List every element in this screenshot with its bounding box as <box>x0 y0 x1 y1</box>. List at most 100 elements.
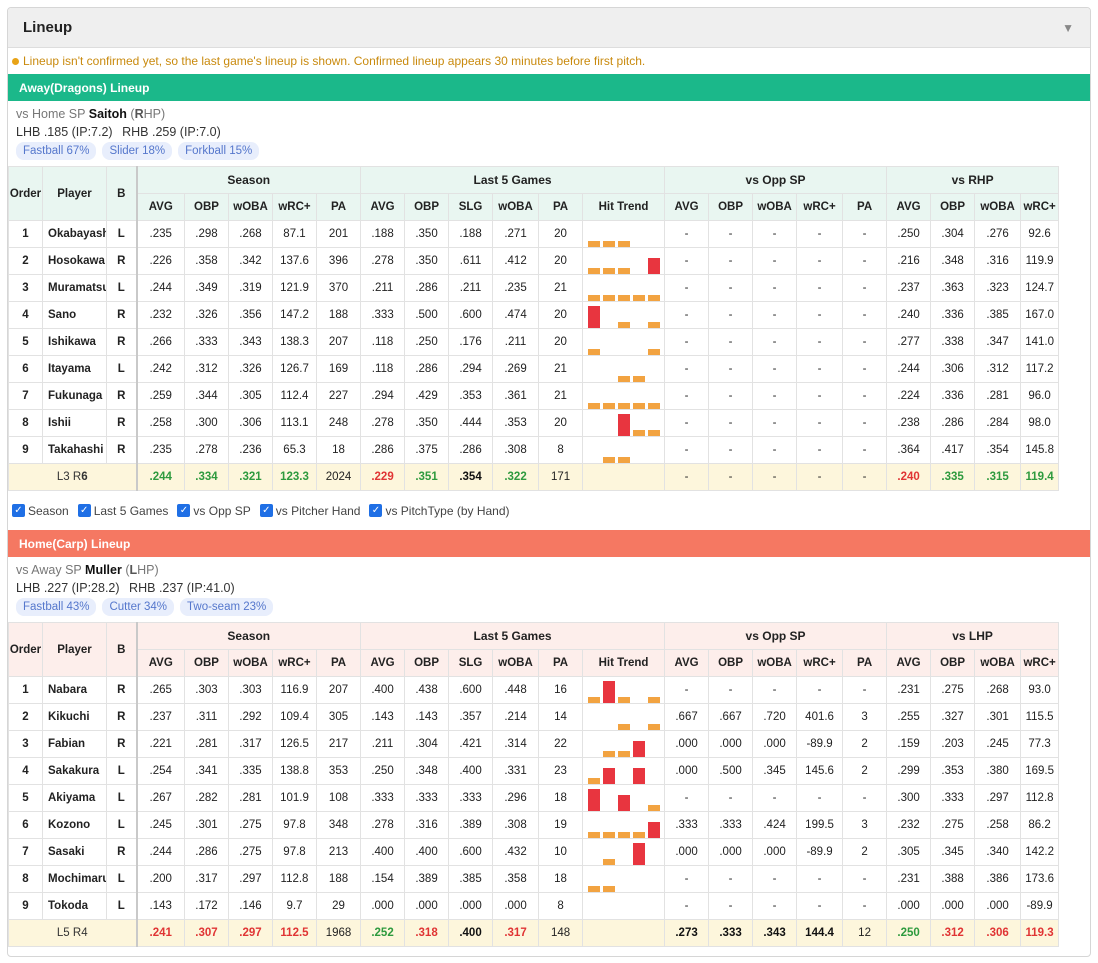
col-bats[interactable]: B <box>106 622 137 677</box>
checkbox-checked-icon[interactable]: ✓ <box>259 504 273 517</box>
player-name[interactable]: Sakakura <box>42 757 107 785</box>
table-row[interactable]: 8 Ishii R .258.300.306 113.1 248.278.350.444.… <box>8 409 1060 437</box>
table-row[interactable]: 4 Sakakura L .254.341.335 138.8 353.250.348.4… <box>8 757 1060 785</box>
col-hand-obp[interactable]: OBP <box>930 649 976 677</box>
table-row[interactable]: 2 Hosokawa R .226.358.342 137.6 396.278.350.6… <box>8 247 1060 275</box>
table-row[interactable]: 5 Akiyama L .267.282.281 101.9 108.333.333.33… <box>8 784 1060 812</box>
col-last5-avg[interactable]: AVG <box>360 649 406 677</box>
col-opp-woba[interactable]: wOBA <box>752 649 798 677</box>
filter-checkbox[interactable]: ✓ vs Opp SP <box>177 504 251 518</box>
col-season-obp[interactable]: OBP <box>184 649 229 677</box>
col-opp-obp[interactable]: OBP <box>708 193 754 221</box>
col-last5-hit-trend[interactable]: Hit Trend <box>582 649 666 677</box>
col-season-wrc+[interactable]: wRC+ <box>272 649 317 677</box>
checkbox-checked-icon[interactable]: ✓ <box>77 504 91 517</box>
player-name[interactable]: Tokoda <box>42 892 107 920</box>
col-opp-wrc+[interactable]: wRC+ <box>796 193 844 221</box>
col-last5-avg[interactable]: AVG <box>360 193 406 221</box>
col-last5-hit-trend[interactable]: Hit Trend <box>582 193 666 221</box>
pitch-chip[interactable]: Slider 18% <box>102 142 173 160</box>
pitch-chip[interactable]: Two-seam 23% <box>180 598 274 616</box>
sp-name[interactable]: Muller <box>85 563 122 577</box>
col-order[interactable]: Order <box>8 622 43 677</box>
pitch-chip[interactable]: Cutter 34% <box>102 598 175 616</box>
col-opp-pa[interactable]: PA <box>842 649 888 677</box>
col-bats[interactable]: B <box>106 166 137 221</box>
player-name[interactable]: Mochimaru <box>42 865 107 893</box>
table-row[interactable]: 6 Itayama L .242.312.326 126.7 169.118.286.29… <box>8 355 1060 383</box>
player-name[interactable]: Hosokawa <box>42 247 107 275</box>
table-row[interactable]: 1 Okabayashi L .235.298.268 87.1 201.188.350.… <box>8 220 1060 248</box>
col-last5-slg[interactable]: SLG <box>448 649 494 677</box>
player-name[interactable]: Akiyama <box>42 784 107 812</box>
player-name[interactable]: Takahashi <box>42 436 107 464</box>
col-last5-slg[interactable]: SLG <box>448 193 494 221</box>
col-hand-woba[interactable]: wOBA <box>974 649 1022 677</box>
player-name[interactable]: Fukunaga <box>42 382 107 410</box>
player-name[interactable]: Kikuchi <box>42 703 107 731</box>
col-season-pa[interactable]: PA <box>315 193 362 221</box>
col-order[interactable]: Order <box>8 166 43 221</box>
col-season-obp[interactable]: OBP <box>184 193 229 221</box>
pitch-chip[interactable]: Forkball 15% <box>178 142 260 160</box>
col-last5-pa[interactable]: PA <box>538 193 584 221</box>
col-opp-avg[interactable]: AVG <box>664 649 710 677</box>
checkbox-checked-icon[interactable]: ✓ <box>177 504 191 517</box>
table-row[interactable]: 2 Kikuchi R .237.311.292 109.4 305.143.143.35… <box>8 703 1060 731</box>
table-row[interactable]: 9 Tokoda L .143.172.146 9.7 29.000.000.000.00… <box>8 892 1060 920</box>
player-name[interactable]: Nabara <box>42 676 107 704</box>
player-name[interactable]: Sano <box>42 301 107 329</box>
table-row[interactable]: 3 Muramatsu L .244.349.319 121.9 370.211.286.… <box>8 274 1060 302</box>
filter-checkbox[interactable]: ✓ Season <box>12 504 69 518</box>
pitch-chip[interactable]: Fastball 67% <box>16 142 97 160</box>
col-hand-avg[interactable]: AVG <box>886 649 932 677</box>
col-hand-avg[interactable]: AVG <box>886 193 932 221</box>
lineup-header[interactable]: Lineup ▼ <box>8 8 1090 48</box>
filter-checkbox[interactable]: ✓ vs PitchType (by Hand) <box>369 504 510 518</box>
collapse-caret-icon[interactable]: ▼ <box>1062 21 1074 35</box>
table-row[interactable]: 3 Fabian R .221.281.317 126.5 217.211.304.421… <box>8 730 1060 758</box>
table-row[interactable]: 7 Sasaki R .244.286.275 97.8 213.400.400.600.… <box>8 838 1060 866</box>
filter-checkbox[interactable]: ✓ Last 5 Games <box>77 504 168 518</box>
col-player[interactable]: Player <box>42 622 107 677</box>
col-last5-pa[interactable]: PA <box>538 649 584 677</box>
col-opp-obp[interactable]: OBP <box>708 649 754 677</box>
col-opp-wrc+[interactable]: wRC+ <box>796 649 844 677</box>
player-name[interactable]: Itayama <box>42 355 107 383</box>
player-name[interactable]: Ishii <box>42 409 107 437</box>
col-opp-pa[interactable]: PA <box>842 193 888 221</box>
col-opp-woba[interactable]: wOBA <box>752 193 798 221</box>
col-player[interactable]: Player <box>42 166 107 221</box>
table-row[interactable]: 7 Fukunaga R .259.344.305 112.4 227.294.429.3… <box>8 382 1060 410</box>
player-name[interactable]: Muramatsu <box>42 274 107 302</box>
col-season-woba[interactable]: wOBA <box>228 649 273 677</box>
col-opp-avg[interactable]: AVG <box>664 193 710 221</box>
player-name[interactable]: Ishikawa <box>42 328 107 356</box>
table-row[interactable]: 6 Kozono L .245.301.275 97.8 348.278.316.389.… <box>8 811 1060 839</box>
col-season-woba[interactable]: wOBA <box>228 193 273 221</box>
table-row[interactable]: 1 Nabara R .265.303.303 116.9 207.400.438.600… <box>8 676 1060 704</box>
table-row[interactable]: 4 Sano R .232.326.356 147.2 188.333.500.600.4… <box>8 301 1060 329</box>
pitch-chip[interactable]: Fastball 43% <box>16 598 97 616</box>
sp-name[interactable]: Saitoh <box>88 107 127 121</box>
col-hand-wrc+[interactable]: wRC+ <box>1020 649 1060 677</box>
table-row[interactable]: 5 Ishikawa R .266.333.343 138.3 207.118.250.1… <box>8 328 1060 356</box>
col-last5-obp[interactable]: OBP <box>404 193 450 221</box>
player-name[interactable]: Okabayashi <box>42 220 107 248</box>
player-name[interactable]: Sasaki <box>42 838 107 866</box>
col-last5-woba[interactable]: wOBA <box>492 193 540 221</box>
col-last5-obp[interactable]: OBP <box>404 649 450 677</box>
filter-checkbox[interactable]: ✓ vs Pitcher Hand <box>259 504 360 518</box>
col-season-pa[interactable]: PA <box>315 649 362 677</box>
col-season-avg[interactable]: AVG <box>135 193 185 221</box>
col-season-avg[interactable]: AVG <box>135 649 185 677</box>
player-name[interactable]: Fabian <box>42 730 107 758</box>
table-row[interactable]: 9 Takahashi R .235.278.236 65.3 18.286.375.28… <box>8 436 1060 464</box>
checkbox-checked-icon[interactable]: ✓ <box>369 504 383 517</box>
col-hand-woba[interactable]: wOBA <box>974 193 1022 221</box>
table-row[interactable]: 8 Mochimaru L .200.317.297 112.8 188.154.389.… <box>8 865 1060 893</box>
col-hand-obp[interactable]: OBP <box>930 193 976 221</box>
checkbox-checked-icon[interactable]: ✓ <box>12 504 25 517</box>
player-name[interactable]: Kozono <box>42 811 107 839</box>
col-season-wrc+[interactable]: wRC+ <box>272 193 317 221</box>
